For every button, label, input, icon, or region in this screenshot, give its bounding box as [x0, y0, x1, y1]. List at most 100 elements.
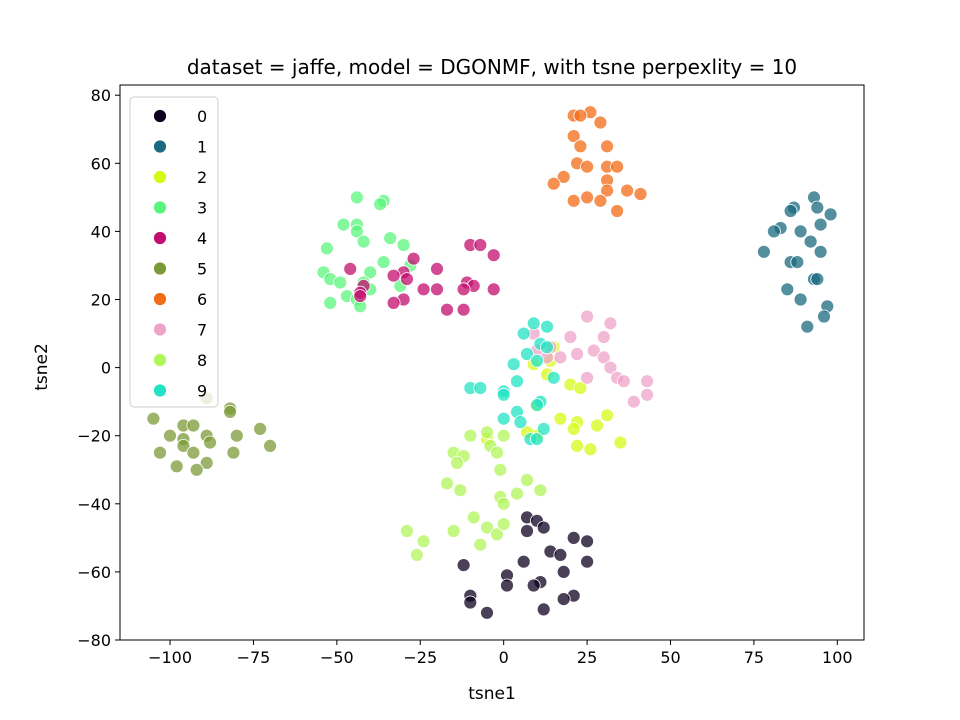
data-point-class-1: [783, 204, 798, 218]
legend-marker-5: [153, 261, 167, 276]
data-point-class-9: [536, 421, 551, 436]
x-tick-label: −50: [320, 648, 354, 667]
legend-frame: [129, 96, 219, 408]
data-point-class-8: [466, 510, 481, 525]
data-point-class-1: [800, 319, 815, 334]
data-point-class-4: [406, 251, 421, 266]
data-point-class-5: [229, 428, 244, 443]
data-point-class-1: [817, 309, 831, 324]
data-point-class-4: [353, 289, 368, 304]
data-point-class-5: [263, 438, 278, 453]
legend-label-3: 3: [197, 199, 207, 218]
data-point-class-6: [566, 193, 581, 208]
data-point-class-7: [586, 343, 601, 358]
data-point-class-6: [580, 190, 594, 205]
data-point-class-0: [580, 554, 594, 569]
legend-label-4: 4: [197, 229, 207, 248]
data-point-class-1: [790, 255, 805, 270]
data-point-class-9: [526, 316, 541, 331]
data-point-class-7: [603, 316, 618, 331]
data-point-class-7: [580, 309, 594, 324]
data-point-class-1: [823, 207, 838, 222]
data-point-class-6: [546, 176, 561, 191]
chart-title: dataset = jaffe, model = DGONMF, with ts…: [187, 55, 797, 79]
data-point-class-6: [600, 183, 614, 198]
data-point-class-9: [540, 319, 554, 334]
y-tick-label: 0: [101, 359, 111, 378]
data-point-class-8: [510, 486, 524, 501]
data-point-class-8: [463, 428, 478, 443]
data-point-class-7: [553, 350, 568, 365]
data-point-class-2: [573, 381, 588, 395]
data-point-class-6: [573, 139, 588, 154]
data-point-class-9: [540, 340, 554, 355]
data-point-class-1: [810, 272, 825, 287]
data-point-class-8: [453, 483, 468, 498]
data-point-class-2: [570, 438, 584, 453]
data-point-class-5: [189, 462, 204, 477]
legend: 0 1 2 3 4 5 6 7 8 9: [129, 96, 219, 408]
data-point-class-2: [553, 411, 568, 426]
data-point-class-9: [510, 374, 524, 389]
data-point-class-3: [383, 231, 398, 246]
data-point-class-4: [486, 248, 501, 263]
data-point-class-9: [530, 398, 544, 413]
y-tick-label: 80: [91, 86, 111, 105]
legend-marker-0: [153, 109, 167, 123]
data-point-class-4: [456, 282, 471, 297]
data-point-class-4: [440, 302, 454, 317]
data-point-class-7: [616, 374, 631, 389]
x-tick-label: 25: [577, 648, 597, 667]
y-tick-label: 60: [91, 154, 111, 173]
data-point-class-5: [203, 435, 218, 450]
data-point-class-5: [169, 459, 184, 474]
x-tick-label: −25: [403, 648, 437, 667]
data-point-class-0: [556, 592, 571, 606]
data-point-class-8: [446, 524, 461, 538]
data-point-class-8: [440, 476, 454, 491]
data-point-class-6: [593, 193, 608, 208]
data-point-class-7: [640, 374, 654, 389]
data-point-class-0: [456, 558, 471, 572]
data-point-class-2: [590, 418, 604, 433]
data-point-class-9: [496, 411, 511, 426]
y-tick-label: −60: [77, 563, 111, 582]
data-point-class-8: [496, 428, 511, 443]
legend-label-6: 6: [197, 290, 207, 309]
data-point-class-3: [363, 265, 378, 280]
data-point-class-5: [146, 411, 161, 426]
legend-label-0: 0: [197, 107, 207, 126]
data-point-class-8: [473, 537, 488, 552]
data-point-class-7: [596, 330, 611, 344]
data-point-class-3: [333, 275, 348, 290]
data-point-class-9: [520, 347, 534, 361]
data-point-class-4: [416, 282, 431, 297]
data-point-class-7: [640, 387, 654, 402]
legend-label-7: 7: [197, 321, 207, 340]
y-axis-label: tsne2: [32, 343, 52, 391]
x-tick-label: −100: [148, 648, 192, 667]
data-point-class-4: [386, 295, 401, 310]
data-point-class-4: [486, 282, 501, 297]
x-axis: −100 −75 −50 −25 0 25 50 75 100: [148, 640, 853, 667]
data-point-class-3: [336, 217, 351, 232]
data-point-class-3: [376, 255, 391, 270]
data-point-class-8: [399, 524, 414, 538]
data-point-class-8: [490, 445, 504, 460]
legend-marker-2: [153, 170, 167, 184]
data-point-class-0: [480, 605, 494, 620]
legend-label-9: 9: [197, 382, 207, 401]
data-point-class-8: [480, 520, 494, 535]
data-point-class-8: [490, 527, 504, 542]
y-tick-label: −40: [77, 495, 111, 514]
legend-marker-3: [153, 200, 167, 215]
legend-label-1: 1: [197, 138, 207, 157]
points-layer: [146, 105, 838, 620]
data-point-class-5: [186, 445, 201, 460]
data-point-class-0: [463, 595, 478, 610]
data-point-class-4: [386, 268, 401, 283]
data-point-class-8: [496, 517, 511, 532]
data-point-class-6: [633, 187, 648, 201]
data-point-class-4: [456, 302, 471, 317]
data-point-class-4: [430, 282, 444, 297]
